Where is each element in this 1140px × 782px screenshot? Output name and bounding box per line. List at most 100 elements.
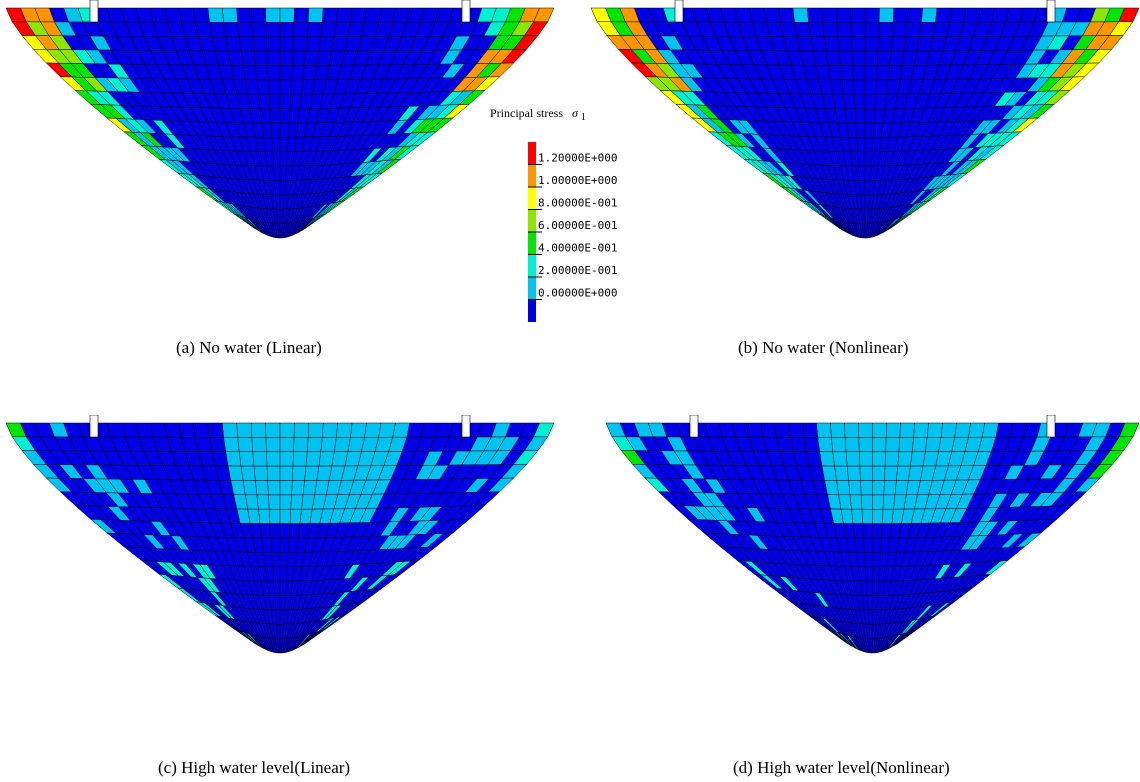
mesh-element <box>892 7 909 23</box>
mesh-element <box>860 194 866 210</box>
mesh-element <box>275 609 281 625</box>
mesh-element <box>271 552 281 568</box>
dam-mesh <box>5 422 555 654</box>
mesh-element <box>864 50 879 66</box>
mesh-element <box>872 422 887 438</box>
mesh-element <box>872 451 886 467</box>
mesh-element <box>269 523 281 539</box>
mesh-element <box>913 422 929 438</box>
legend-tick-label: 1.20000E+000 <box>538 152 617 165</box>
caption-c: (c) High water level(Linear) <box>158 758 351 777</box>
stress-contour-d <box>605 415 1140 654</box>
mesh-element <box>859 180 866 196</box>
mesh-element <box>830 422 846 438</box>
mesh-element <box>306 22 323 37</box>
mesh-element <box>268 93 281 109</box>
legend-subscript: 1 <box>580 112 586 123</box>
mesh-element <box>256 494 270 510</box>
mesh-element <box>307 422 324 438</box>
mesh-element <box>253 50 268 66</box>
mesh-element <box>270 537 281 553</box>
mesh-element <box>884 451 900 467</box>
mesh-element <box>265 7 281 23</box>
mesh-element <box>849 494 863 510</box>
mesh-element <box>225 36 242 52</box>
mesh-element <box>270 122 281 138</box>
mesh-element <box>318 36 335 52</box>
mesh-element <box>193 422 210 438</box>
mesh-element <box>279 437 295 453</box>
mesh-element <box>807 7 823 23</box>
mesh-element <box>896 629 918 645</box>
mesh-element <box>852 523 864 539</box>
mesh-element <box>279 523 291 539</box>
mesh-element <box>863 537 873 553</box>
mesh-element <box>223 437 240 452</box>
mesh-element <box>259 108 272 124</box>
mesh-element <box>320 437 337 452</box>
mesh-element <box>898 437 914 452</box>
mesh-element <box>164 7 182 23</box>
mesh-element <box>293 22 309 37</box>
mesh-element <box>872 508 884 524</box>
mesh-element <box>178 422 196 438</box>
mesh-element <box>245 494 259 510</box>
crest-pier <box>1046 415 1056 438</box>
panel-no-water-linear <box>0 0 560 240</box>
mesh-element <box>279 65 293 81</box>
mesh-element <box>883 480 897 496</box>
mesh-element <box>273 165 281 181</box>
mesh-element <box>788 422 805 438</box>
mesh-element <box>238 451 255 467</box>
mesh-element <box>322 7 338 23</box>
mesh-element <box>195 22 213 37</box>
mesh-element <box>256 79 270 95</box>
mesh-element <box>864 108 876 124</box>
mesh-element <box>266 36 281 52</box>
mesh-element <box>832 451 848 467</box>
mesh-element <box>834 465 849 481</box>
mesh-element <box>907 7 923 23</box>
caption-b: (b) No water (Nonlinear) <box>738 338 909 357</box>
mesh-element <box>821 465 837 481</box>
mesh-element <box>954 422 971 438</box>
panel-high-water-linear <box>0 415 560 655</box>
mesh-element <box>856 137 866 153</box>
mesh-element <box>858 422 873 438</box>
mesh-element <box>269 108 281 124</box>
mesh-element <box>856 552 866 567</box>
mesh-element <box>251 437 267 452</box>
mesh-element <box>850 7 866 23</box>
mesh-element <box>211 451 229 467</box>
mesh-element <box>265 422 281 438</box>
legend-swatch <box>528 299 536 322</box>
mesh-element <box>816 422 832 438</box>
mesh-element <box>279 552 289 568</box>
mesh-element <box>858 437 873 453</box>
mesh-element <box>853 93 866 109</box>
mesh-element <box>872 566 880 582</box>
mesh-element <box>279 122 290 138</box>
mesh-element <box>860 494 873 510</box>
mesh-element <box>305 36 322 52</box>
mesh-element <box>792 7 809 23</box>
mesh-element <box>236 422 253 438</box>
mesh-element <box>864 137 874 153</box>
mesh-element <box>247 93 261 109</box>
mesh-element <box>320 22 337 37</box>
mesh-element <box>291 480 305 496</box>
mesh-element <box>222 422 238 438</box>
mesh-element <box>240 50 256 66</box>
mesh-element <box>890 36 907 52</box>
mesh-element <box>292 36 308 52</box>
mesh-element <box>305 451 322 467</box>
mesh-element <box>968 422 985 438</box>
mesh-element <box>178 7 196 23</box>
mesh-element <box>830 79 844 95</box>
mesh-element <box>364 422 382 438</box>
mesh-element <box>164 422 182 438</box>
mesh-element <box>819 451 835 467</box>
panel-high-water-nonlinear <box>600 415 1140 655</box>
mesh-element <box>364 7 382 23</box>
legend-swatch <box>528 209 536 232</box>
